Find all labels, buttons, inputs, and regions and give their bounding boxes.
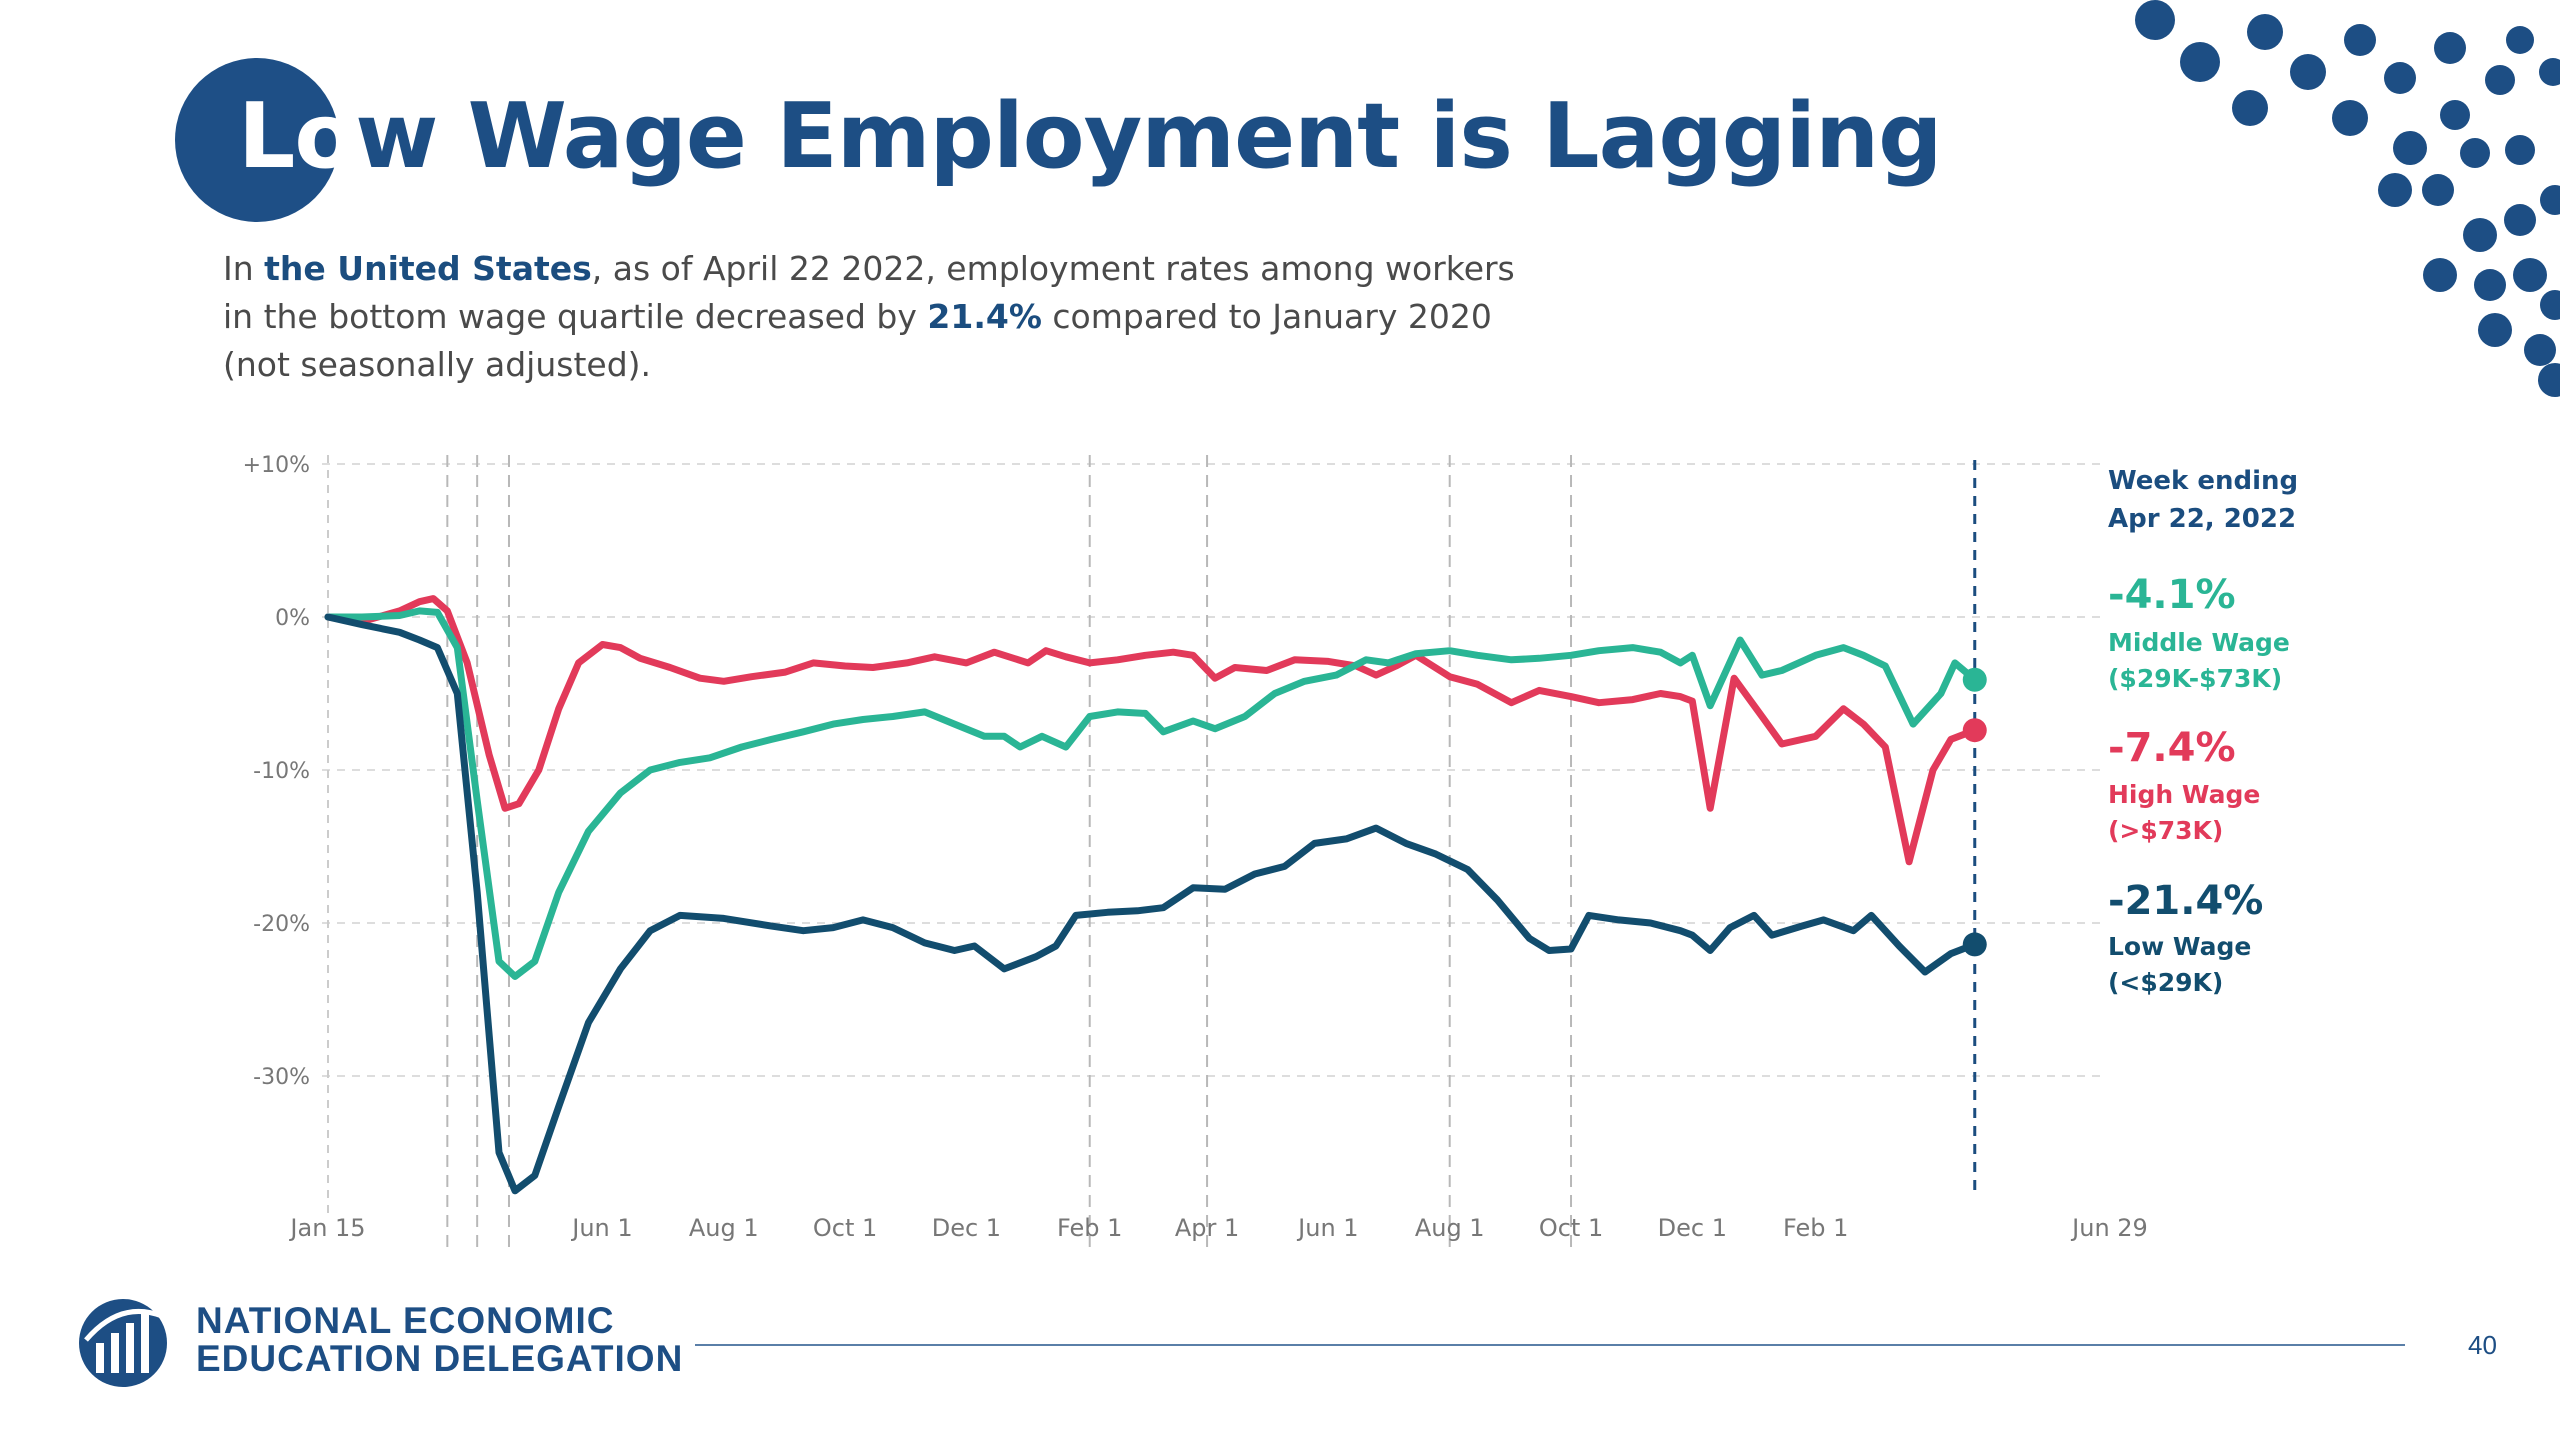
y-axis-ticks: +10% 0% -10% -20% -30% [243,453,310,1090]
high-wage-value: -7.4% [2108,725,2236,771]
low-wage-endpoint [1962,932,1987,957]
subtitle-country: the United States [264,249,592,288]
dot [2478,313,2512,347]
x-tick-label: Apr 1 [1175,1214,1239,1242]
dot [2423,258,2457,292]
page-number: 40 [2468,1330,2497,1360]
subtitle-text-1: In [223,249,265,288]
y-tick-label: -20% [253,912,310,937]
x-tick-label: Dec 1 [1658,1214,1727,1242]
logo-icon [79,1299,167,1387]
high-wage-endpoint [1962,718,1987,743]
x-tick-label: Oct 1 [813,1214,877,1242]
x-tick-label: Jun 1 [570,1214,632,1242]
dot [2463,218,2497,252]
subtitle-text-2: , as of April 22 2022, employment rates … [223,249,1515,336]
x-tick-label: Feb 1 [1783,1214,1848,1242]
middle-wage-endpoint [1962,667,1987,692]
dot [2332,100,2368,136]
x-tick-label: Feb 1 [1057,1214,1122,1242]
dots-decoration [2135,0,2560,397]
annotations: Week ending Apr 22, 2022 -4.1% Middle Wa… [2108,466,2298,997]
title-accent-circle [175,58,339,222]
dot [2422,174,2454,206]
dot [2434,32,2466,64]
x-tick-label: Aug 1 [689,1214,759,1242]
dot [2384,62,2416,94]
logo-line-1: NATIONAL ECONOMIC [196,1300,615,1341]
dot [2539,58,2560,86]
dot [2247,14,2283,50]
dot [2540,185,2560,215]
dot [2460,138,2490,168]
dot [2540,290,2560,320]
dot [2538,363,2560,397]
footer-divider [695,1344,2405,1346]
dot [2393,131,2427,165]
dot [2513,258,2547,292]
x-tick-label: Jan 15 [288,1214,365,1242]
title-highlight: Lo [238,84,356,189]
series-lines [324,595,1987,1195]
x-tick-label: Aug 1 [1415,1214,1485,1242]
dot [2290,54,2326,90]
high-wage-label: High Wage [2108,780,2260,809]
dot [2180,42,2220,82]
title-rest: w Wage Employment is Lagging [355,84,1942,189]
dot [2505,135,2535,165]
high-wage-range: (>$73K) [2108,816,2223,845]
low-wage-line [324,613,1979,1195]
low-wage-value: -21.4% [2108,878,2263,924]
y-tick-label: -30% [253,1065,310,1090]
middle-wage-range: ($29K-$73K) [2108,664,2282,693]
logo-text: NATIONAL ECONOMIC EDUCATION DELEGATION [196,1302,683,1378]
low-wage-label: Low Wage [2108,932,2251,961]
subtitle: In the United States, as of April 22 202… [223,245,1543,389]
middle-wage-value: -4.1% [2108,572,2236,618]
week-ending-date: Apr 22, 2022 [2108,504,2296,534]
dot [2135,0,2175,40]
x-tick-label: Jun 1 [1296,1214,1358,1242]
y-tick-label: 0% [275,606,310,631]
x-tick-label: Oct 1 [1539,1214,1603,1242]
middle-wage-line [324,607,1979,980]
x-tick-label: Jun 29 [2070,1214,2148,1242]
dot [2378,173,2412,207]
dot [2524,334,2556,366]
x-axis-ticks: Jan 15 Jun 1 Aug 1 Oct 1 Dec 1 Feb 1 Apr 1 Jun … [288,1214,2147,1242]
x-tick-label: Dec 1 [932,1214,1001,1242]
dot [2504,204,2536,236]
dot [2485,65,2515,95]
dot [2474,269,2506,301]
y-tick-label: +10% [243,453,310,478]
logo-line-2: EDUCATION DELEGATION [196,1338,684,1379]
y-tick-label: -10% [253,759,310,784]
subtitle-percent: 21.4% [927,297,1042,336]
low-wage-range: (<$29K) [2108,968,2223,997]
event-lines [446,455,1573,1248]
middle-wage-label: Middle Wage [2108,628,2290,657]
dot [2344,24,2376,56]
page-title: Low Wage Employment is Lagging [238,62,1943,212]
dot [2232,90,2268,126]
dot [2506,26,2534,54]
grid [322,455,2105,1220]
subtitle-text-3: compared to January 2020 (not seasonally… [223,297,1492,384]
week-ending-label: Week ending [2108,466,2298,496]
dot [2440,100,2470,130]
high-wage-line [324,595,1979,866]
